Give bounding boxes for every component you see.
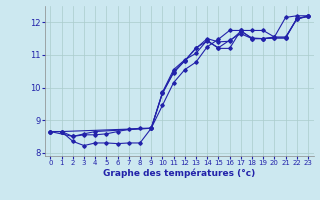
X-axis label: Graphe des températures (°c): Graphe des températures (°c) — [103, 169, 255, 178]
